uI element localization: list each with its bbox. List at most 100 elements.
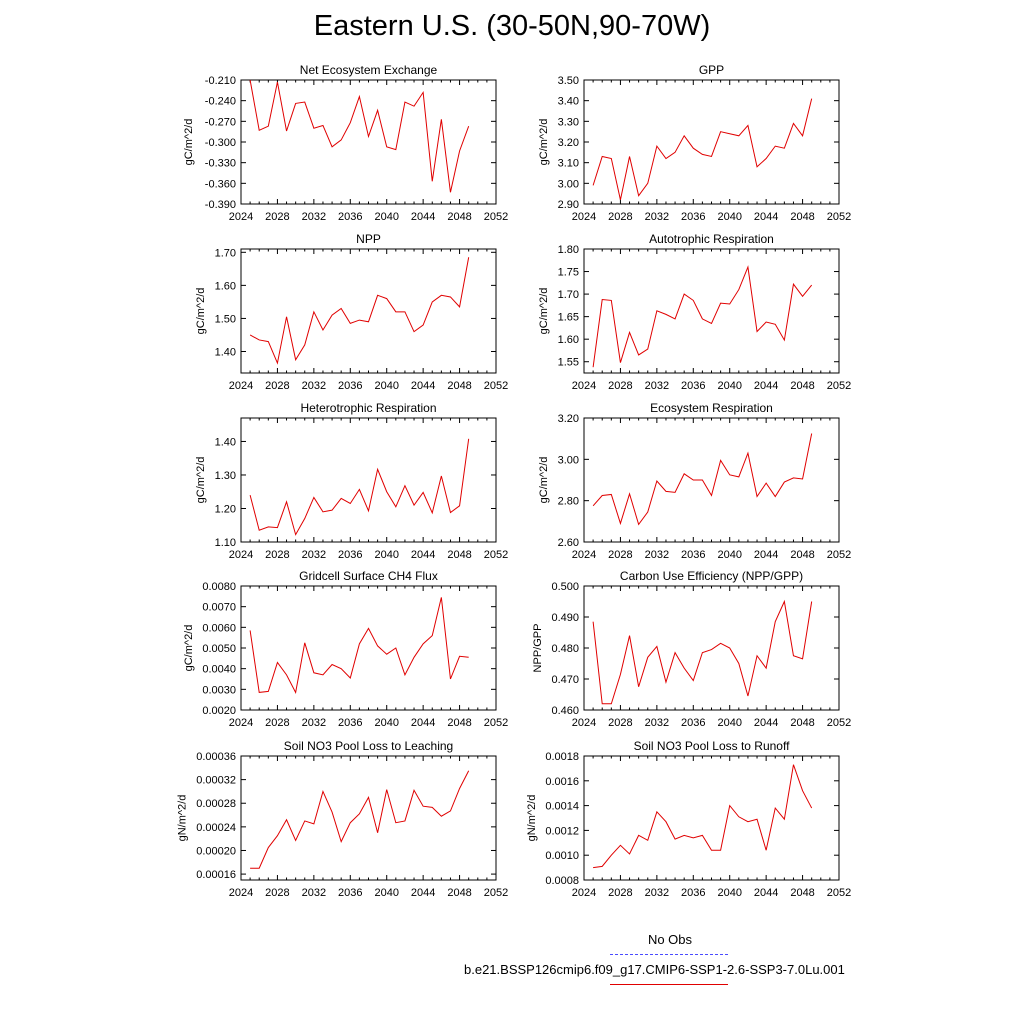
plot-frame <box>583 248 840 374</box>
y-tick-label: 3.00 <box>558 454 579 466</box>
x-tick-label: 2048 <box>790 380 814 392</box>
legend-obs-line <box>610 954 728 955</box>
x-tick-label: 2040 <box>717 211 741 223</box>
x-tick-label: 2024 <box>572 717 596 729</box>
x-tick-label: 2052 <box>484 380 508 392</box>
plot-frame <box>583 417 840 543</box>
y-tick-label: 0.460 <box>551 705 579 717</box>
page-title: Eastern U.S. (30-50N,90-70W) <box>313 10 711 42</box>
x-tick-label: 2028 <box>608 549 632 561</box>
series-line-0 <box>592 433 813 526</box>
y-tick-label: 1.40 <box>215 436 236 448</box>
y-tick-label: 0.480 <box>551 643 579 655</box>
x-tick-label: 2048 <box>790 549 814 561</box>
chart-panel-4: Heterotrophic Respiration 2024 2028 2032 203… <box>195 401 508 561</box>
y-tick-label: -0.270 <box>205 116 236 128</box>
legend-obs-label: No Obs <box>647 932 693 947</box>
x-tick-label: 2028 <box>265 549 289 561</box>
y-tick-label: 2.80 <box>558 496 579 508</box>
x-tick-label: 2024 <box>572 549 596 561</box>
x-tick-label: 2036 <box>681 887 705 899</box>
x-tick-label: 2032 <box>645 717 669 729</box>
x-tick-label: 2052 <box>827 549 851 561</box>
x-tick-label: 2044 <box>754 380 778 392</box>
chart-title: Soil NO3 Pool Loss to Runoff <box>634 739 791 753</box>
x-tick-label: 2044 <box>754 211 778 223</box>
chart-panel-9: Soil NO3 Pool Loss to Runoff 2024 2028 2032… <box>526 739 851 899</box>
x-tick-label: 2036 <box>338 717 362 729</box>
y-tick-label: 3.00 <box>558 178 579 190</box>
series-line-0 <box>249 597 469 694</box>
x-tick-label: 2048 <box>447 887 471 899</box>
series-line-0 <box>592 599 813 705</box>
x-tick-label: 2032 <box>302 887 326 899</box>
x-tick-label: 2052 <box>827 887 851 899</box>
series-line-0 <box>249 79 470 193</box>
x-tick-label: 2028 <box>608 717 632 729</box>
series-line-0 <box>592 98 813 200</box>
y-tick-label: -0.360 <box>205 178 236 190</box>
chart-panel-7: Carbon Use Efficiency (NPP/GPP) 2024 2028 2… <box>532 569 851 729</box>
plot-frame <box>240 755 497 881</box>
y-tick-label: 1.60 <box>215 280 236 292</box>
y-tick-label: 0.0080 <box>202 581 236 593</box>
x-tick-label: 2048 <box>790 717 814 729</box>
x-tick-label: 2052 <box>484 887 508 899</box>
x-tick-label: 2052 <box>827 211 851 223</box>
x-tick-label: 2024 <box>229 380 253 392</box>
x-tick-label: 2024 <box>572 380 596 392</box>
plot-frame <box>583 755 840 881</box>
x-tick-label: 2040 <box>374 717 398 729</box>
x-tick-label: 2028 <box>265 211 289 223</box>
legend-model-label: b.e21.BSSP126cmip6.f09_g17.CMIP6-SSP1-2.… <box>464 962 845 977</box>
x-tick-label: 2052 <box>827 380 851 392</box>
x-tick-label: 2040 <box>717 887 741 899</box>
y-tick-label: 0.0070 <box>202 602 236 614</box>
x-tick-label: 2032 <box>645 380 669 392</box>
plot-frame <box>240 585 497 711</box>
plot-frame <box>240 79 497 205</box>
legend-model-line <box>610 984 728 985</box>
chart-title: Ecosystem Respiration <box>650 401 773 415</box>
series-line-0 <box>249 257 470 365</box>
y-tick-label: 1.30 <box>215 470 236 482</box>
y-tick-label: 1.60 <box>558 334 579 346</box>
chart-title: Gridcell Surface CH4 Flux <box>299 569 438 583</box>
x-tick-label: 2032 <box>645 549 669 561</box>
series-line-0 <box>592 265 813 368</box>
y-tick-label: 3.20 <box>558 413 579 425</box>
chart-title: Soil NO3 Pool Loss to Leaching <box>284 739 453 753</box>
y-axis-label: NPP/GPP <box>532 624 544 673</box>
x-tick-label: 2052 <box>484 549 508 561</box>
plot-frame <box>583 79 840 205</box>
series-line-0 <box>249 438 470 536</box>
series-line-0 <box>593 764 813 869</box>
y-axis-label: gC/m^2/d <box>183 625 195 672</box>
y-tick-label: -0.300 <box>205 137 236 149</box>
y-tick-label: -0.210 <box>205 75 236 87</box>
x-tick-label: 2040 <box>374 211 398 223</box>
chart-panel-3: Autotrophic Respiration 2024 2028 2032 2036 2… <box>538 232 851 392</box>
y-tick-label: 3.20 <box>558 137 579 149</box>
y-tick-label: 3.10 <box>558 158 579 170</box>
x-tick-label: 2036 <box>338 549 362 561</box>
y-axis-label: gC/m^2/d <box>538 288 550 335</box>
chart-panel-0: Net Ecosystem Exchange 2024 2028 2032 2036 20… <box>183 63 508 223</box>
x-tick-label: 2040 <box>717 717 741 729</box>
y-tick-label: -0.240 <box>205 96 236 108</box>
y-tick-label: 0.0008 <box>545 875 579 887</box>
y-tick-label: 0.00020 <box>196 845 236 857</box>
y-axis-label: gC/m^2/d <box>538 457 550 504</box>
x-tick-label: 2044 <box>754 717 778 729</box>
series-line-0 <box>250 770 470 869</box>
x-tick-label: 2044 <box>754 887 778 899</box>
x-tick-label: 2024 <box>229 211 253 223</box>
y-tick-label: 0.0014 <box>545 801 579 813</box>
x-tick-label: 2036 <box>681 211 705 223</box>
y-tick-label: 0.500 <box>551 581 579 593</box>
y-axis-label: gC/m^2/d <box>183 119 195 166</box>
y-tick-label: 0.490 <box>551 612 579 624</box>
y-tick-label: -0.330 <box>205 158 236 170</box>
y-tick-label: 3.30 <box>558 116 579 128</box>
